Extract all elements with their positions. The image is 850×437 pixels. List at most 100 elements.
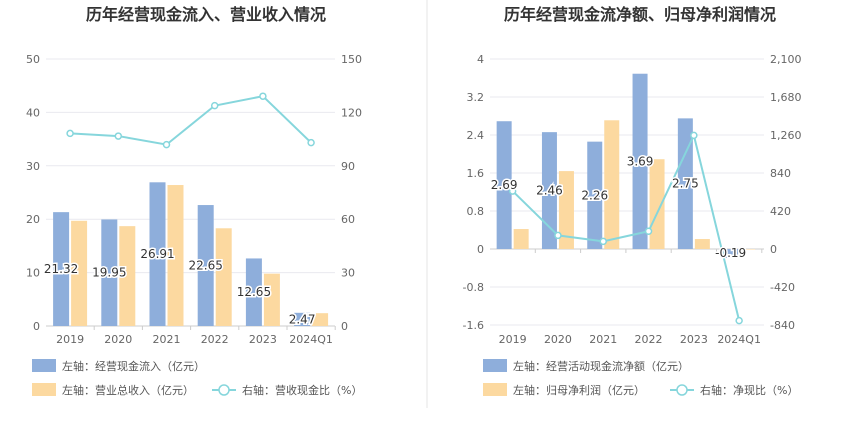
bar-data-label: 26.91 [140, 247, 174, 261]
line-point [66, 129, 74, 138]
bar-series2 [167, 185, 184, 326]
chart-right: 历年经营现金流净额、归母净利润情况 -1.6 -0.8 0 0.8 1.6 2.4 3.2 4 -… [463, 5, 802, 397]
bar-series1 [496, 121, 512, 249]
chart-left: 历年经营现金流入、营业收入情况 0 10 20 30 40 50 0 30 60 90 120 150 2… [26, 5, 362, 397]
bar-data-label: 2.69 [491, 178, 518, 192]
x-axis-label: 2021 [153, 333, 181, 346]
right-axis-tick: 60 [341, 213, 355, 226]
right-axis-tick: 90 [341, 160, 355, 173]
x-axis-label: 2021 [589, 333, 617, 346]
x-axis-label: 2024Q1 [289, 333, 333, 346]
bar-series2 [649, 159, 665, 249]
right-axis-tick: 1,260 [770, 129, 802, 142]
legend-label: 右轴：净现比（%） [700, 383, 798, 397]
legend-swatch [32, 383, 56, 396]
bar-data-label: 12.65 [237, 285, 271, 299]
legend-label: 左轴：经营活动现金流净额（亿元） [513, 359, 689, 373]
left-axis-tick: 30 [26, 160, 40, 173]
bar-series2 [513, 229, 529, 249]
bar-series2 [312, 313, 329, 326]
x-axis-label: 2022 [201, 333, 229, 346]
line-point [690, 131, 698, 140]
left-axis-tick: 2.4 [467, 129, 485, 142]
line-point [735, 316, 743, 325]
legend-label: 左轴：归母净利润（亿元） [513, 383, 645, 397]
line-series [70, 95, 312, 146]
bar-series1 [245, 258, 262, 326]
bar-series1 [677, 118, 693, 249]
bar-series2 [263, 273, 280, 326]
left-axis-tick: 0 [33, 320, 40, 333]
line-point [599, 237, 607, 246]
right-axis-tick: 30 [341, 267, 355, 280]
line-point [114, 132, 123, 140]
left-axis-tick: 40 [26, 106, 40, 119]
line-series [511, 132, 741, 321]
bar-series1 [101, 219, 118, 326]
right-axis-tick: 0 [770, 243, 777, 256]
line-point [554, 231, 562, 240]
bar-series2 [604, 120, 620, 250]
bar-data-label: 21.32 [44, 262, 78, 276]
line-point [162, 140, 171, 149]
bar-series1 [53, 212, 70, 326]
bar-series1 [294, 312, 311, 326]
line-point [644, 227, 653, 236]
bar-data-label: 2.47 [289, 312, 316, 326]
bar-data-label: 2.26 [581, 188, 608, 202]
legend-label: 左轴：营业总收入（亿元） [62, 383, 194, 397]
bar-series2 [740, 249, 756, 250]
right-axis-tick: 420 [770, 205, 791, 218]
x-axis-label: 2019 [56, 333, 84, 346]
left-axis-tick: 4 [477, 53, 484, 66]
bar-series2 [215, 228, 232, 326]
legend-label: 右轴：营收现金比（%） [242, 383, 362, 397]
left-axis-tick: 1.6 [467, 167, 485, 180]
legend-swatch [32, 359, 56, 372]
left-axis-tick: 3.2 [467, 91, 485, 104]
bar-series1 [587, 141, 603, 249]
bar-data-label: 2.75 [672, 177, 699, 191]
bar-series1 [723, 249, 739, 259]
x-axis-label: 2023 [680, 333, 708, 346]
legend-label: 左轴：经营现金流入（亿元） [62, 359, 205, 373]
bar-series2 [694, 239, 710, 249]
left-axis-tick: -1.6 [463, 319, 484, 332]
left-axis-tick: 20 [26, 213, 40, 226]
right-axis-tick: 840 [770, 167, 791, 180]
left-axis-tick: -0.8 [463, 281, 484, 294]
legend-swatch [483, 383, 507, 396]
x-axis-label: 2022 [635, 333, 663, 346]
left-axis-tick: 0 [477, 243, 484, 256]
legend-swatch [483, 359, 507, 372]
bar-data-label: 2.46 [536, 184, 563, 198]
legend-marker [676, 384, 688, 396]
x-axis-label: 2020 [104, 333, 132, 346]
chart-title: 历年经营现金流入、营业收入情况 [86, 5, 326, 24]
right-axis-tick: -840 [770, 319, 795, 332]
bar-series2 [119, 226, 136, 326]
bar-series1 [197, 205, 214, 326]
right-axis-tick: 120 [341, 106, 362, 119]
legend-marker [218, 384, 230, 396]
bar-series1 [632, 73, 648, 249]
bar-data-label: 19.95 [92, 266, 126, 280]
bar-series1 [541, 132, 557, 249]
x-axis-label: 2023 [249, 333, 277, 346]
x-axis-label: 2024Q1 [717, 333, 761, 346]
chart-title: 历年经营现金流净额、归母净利润情况 [504, 5, 776, 24]
bar-data-label: 3.69 [627, 154, 654, 168]
line-point [259, 92, 267, 100]
left-axis-tick: 50 [26, 53, 40, 66]
left-axis-tick: 0.8 [467, 205, 485, 218]
bar-data-label: 22.65 [189, 259, 223, 273]
x-axis-label: 2020 [544, 333, 572, 346]
line-point [210, 101, 219, 110]
right-axis-tick: 1,680 [770, 91, 802, 104]
bar-series2 [558, 171, 574, 249]
right-axis-tick: 0 [341, 320, 348, 333]
line-point [508, 187, 517, 195]
bar-series1 [149, 182, 166, 326]
